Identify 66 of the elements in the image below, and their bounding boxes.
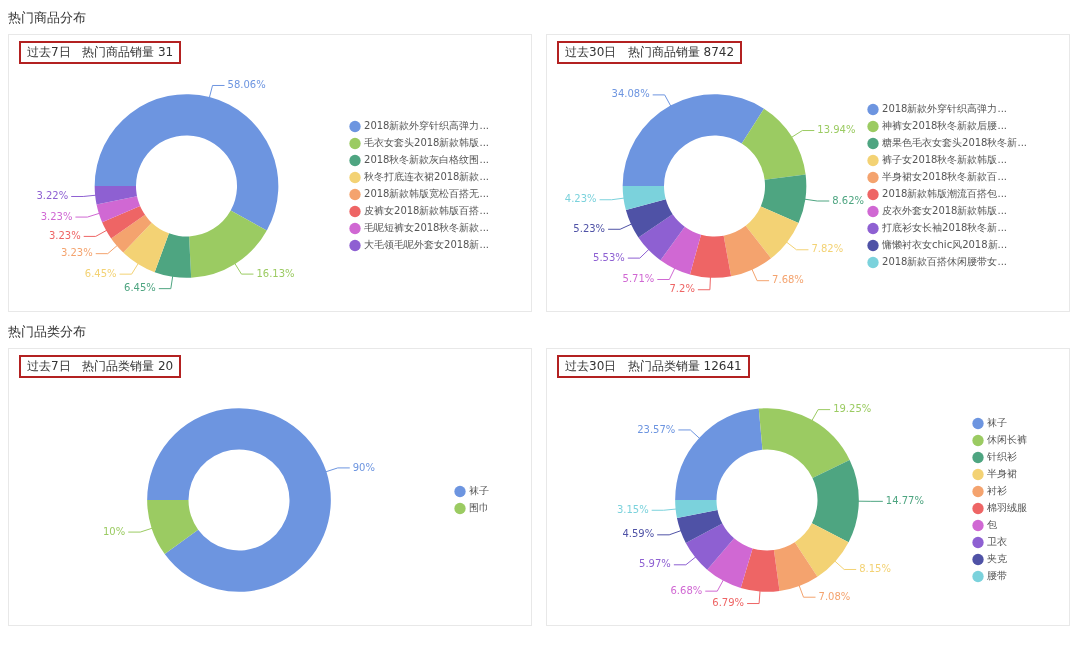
legend-label: 夹克 bbox=[987, 553, 1007, 565]
data-label: 3.23% bbox=[48, 229, 81, 241]
legend-label: 皮衣外套女2018新款韩版... bbox=[882, 205, 1008, 217]
data-label: 10% bbox=[103, 525, 126, 537]
chart-title: 过去7日 热门商品销量 31 bbox=[19, 41, 182, 64]
legend-label: 毛衣女套头2018新款韩版... bbox=[364, 137, 490, 149]
legend-label: 2018新款韩版潮流百搭包... bbox=[882, 188, 1008, 200]
legend-label: 半身裙 bbox=[987, 468, 1017, 480]
data-label: 14.77% bbox=[885, 494, 924, 506]
legend-label: 打底衫女长袖2018秋冬新... bbox=[881, 222, 1008, 234]
data-label: 6.68% bbox=[670, 584, 703, 596]
data-label: 3.15% bbox=[616, 503, 649, 515]
data-label: 7.2% bbox=[669, 283, 695, 295]
data-label: 7.82% bbox=[811, 243, 844, 255]
chart-title: 过去30日 热门商品销量 8742 bbox=[557, 41, 743, 64]
data-label: 5.71% bbox=[622, 273, 655, 285]
data-label: 3.22% bbox=[36, 190, 69, 202]
legend-label: 袜子 bbox=[469, 485, 489, 497]
data-label: 23.57% bbox=[637, 423, 676, 435]
data-label: 4.59% bbox=[622, 528, 655, 540]
data-label: 16.13% bbox=[256, 267, 295, 279]
legend-label: 棉羽绒服 bbox=[987, 502, 1027, 514]
data-label: 58.06% bbox=[227, 79, 266, 91]
legend-label: 卫衣 bbox=[987, 536, 1007, 548]
legend-label: 针织衫 bbox=[986, 451, 1017, 463]
data-label: 3.23% bbox=[40, 210, 73, 222]
data-label: 34.08% bbox=[611, 88, 650, 100]
legend-label: 半身裙女2018秋冬新款百... bbox=[882, 171, 1008, 183]
legend-label: 围巾 bbox=[469, 502, 489, 514]
legend-label: 2018秋冬新款灰白格纹围... bbox=[364, 154, 490, 166]
data-label: 7.68% bbox=[772, 274, 804, 286]
legend-label: 秋冬打底连衣裙2018新款... bbox=[364, 171, 490, 183]
text: 热门商品分布 bbox=[8, 10, 86, 25]
legend-label: 毛呢短裤女2018秋冬新款... bbox=[364, 222, 490, 234]
data-label: 4.23% bbox=[564, 193, 597, 205]
data-label: 8.15% bbox=[859, 563, 891, 575]
data-label: 90% bbox=[352, 461, 375, 473]
data-label: 6.45% bbox=[124, 282, 156, 294]
legend-label: 慵懒衬衣女chic风2018新... bbox=[881, 239, 1008, 251]
data-label: 3.23% bbox=[60, 247, 93, 259]
data-label: 19.25% bbox=[833, 403, 872, 415]
legend-label: 衬衫 bbox=[987, 485, 1007, 497]
data-label: 5.53% bbox=[593, 251, 625, 263]
legend-label: 2018新款外穿针织高弹力... bbox=[882, 103, 1008, 115]
text: 热门品类分布 bbox=[8, 324, 86, 339]
data-label: 8.62% bbox=[832, 194, 865, 206]
data-label: 6.79% bbox=[712, 597, 745, 609]
data-label: 5.97% bbox=[639, 558, 671, 570]
legend-label: 糖果色毛衣女套头2018秋冬新... bbox=[882, 137, 1028, 149]
data-label: 5.23% bbox=[573, 222, 606, 234]
legend-label: 皮裤女2018新款韩版百搭... bbox=[364, 205, 490, 217]
legend-label: 2018新款外穿针织高弹力... bbox=[364, 120, 490, 132]
legend-label: 袜子 bbox=[987, 417, 1007, 429]
legend-label: 大毛领毛呢外套女2018新... bbox=[364, 239, 490, 251]
chart-title: 过去7日 热门品类销量 20 bbox=[19, 355, 182, 378]
legend-label: 腰带 bbox=[987, 570, 1007, 582]
data-label: 13.94% bbox=[817, 124, 856, 136]
legend-label: 2018新款韩版宽松百搭无... bbox=[364, 188, 490, 200]
legend-label: 裤子女2018秋冬新款韩版... bbox=[882, 154, 1008, 166]
data-label: 6.45% bbox=[84, 267, 117, 279]
legend-label: 2018新款百搭休闲腰带女... bbox=[882, 256, 1008, 268]
data-label: 7.08% bbox=[818, 590, 851, 602]
legend-label: 神裤女2018秋冬新款后腰... bbox=[882, 120, 1008, 132]
legend-label: 包 bbox=[987, 519, 997, 531]
legend-label: 休闲长裤 bbox=[987, 434, 1027, 446]
chart-title: 过去30日 热门品类销量 12641 bbox=[557, 355, 750, 378]
